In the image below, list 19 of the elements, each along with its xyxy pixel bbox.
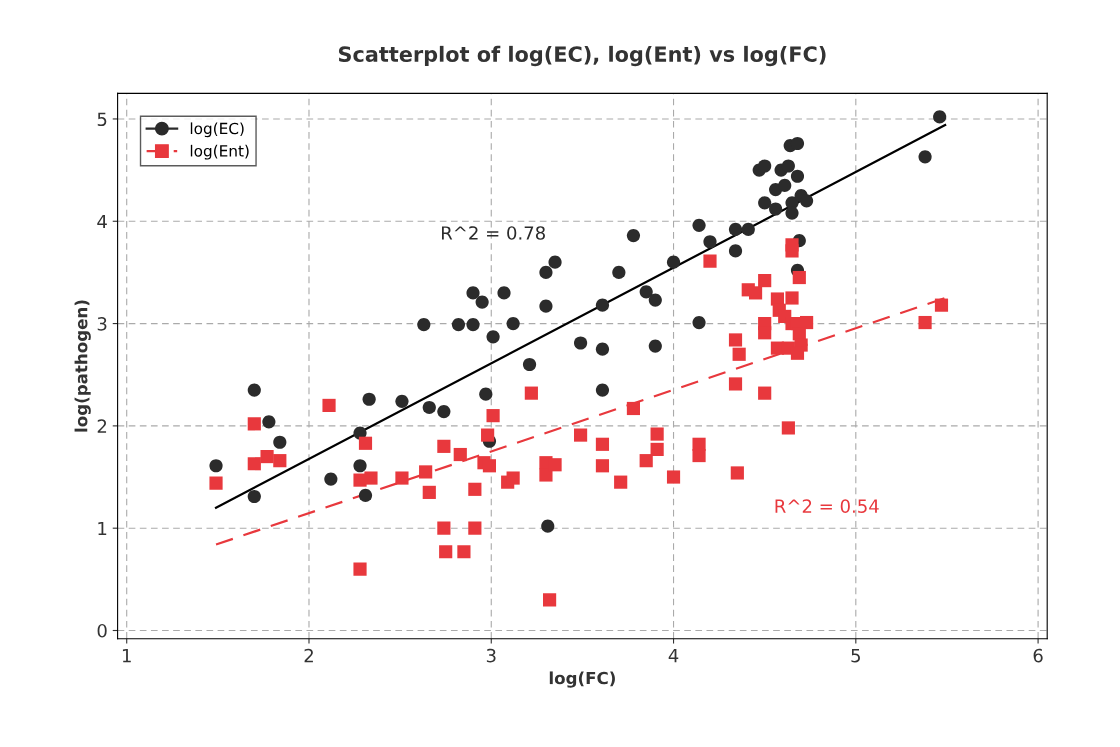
legend-label: log(Ent) [190, 144, 249, 160]
y-tick-label: 4 [97, 214, 107, 229]
x-tick-label: 6 [1033, 648, 1043, 663]
y-axis-title: log(pathogen) [74, 300, 91, 432]
annotation: R^2 = 0.54 [775, 499, 879, 513]
y-tick-label: 5 [97, 112, 107, 127]
y-tick-label: 2 [97, 419, 107, 433]
chart-title: Scatterplot of log(EC), log(Ent) vs log(FC) [338, 45, 826, 67]
x-tick-label: 5 [851, 648, 860, 663]
x-tick-label: 2 [304, 648, 313, 663]
x-tick-label: 4 [668, 648, 679, 663]
annotation: R^2 = 0.78 [442, 226, 545, 240]
x-axis-title: log(FC) [549, 671, 615, 688]
y-tick-label: 0 [97, 623, 107, 638]
x-tick-label: 3 [486, 648, 496, 663]
legend-label: log(EC) [190, 122, 244, 138]
x-tick-label: 1 [122, 648, 131, 663]
y-tick-label: 1 [98, 521, 107, 536]
y-tick-label: 3 [97, 317, 107, 331]
